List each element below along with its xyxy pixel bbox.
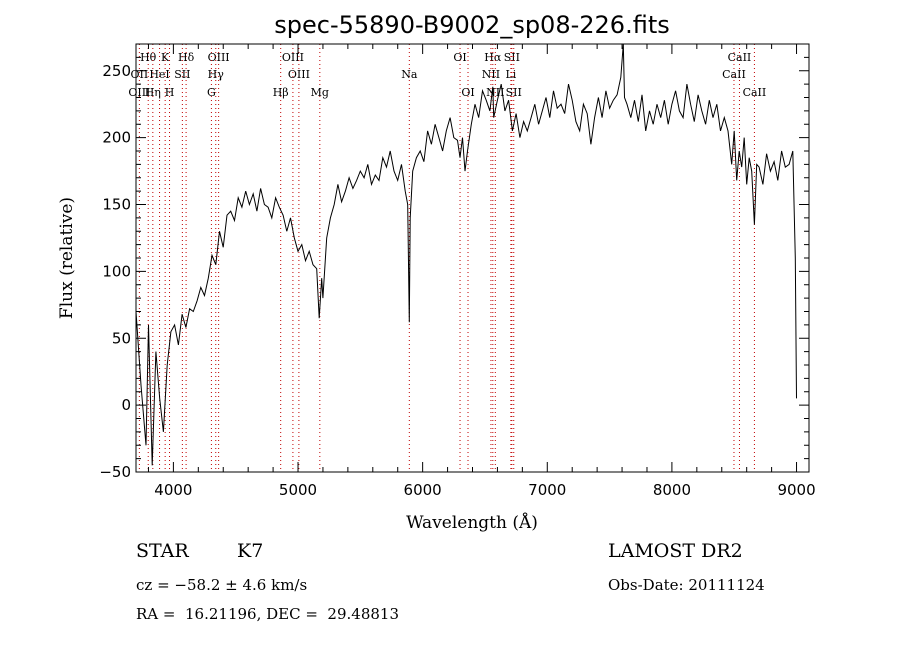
line-label: Li [505, 68, 516, 81]
line-label: OI [461, 86, 474, 99]
line-label: SII [174, 68, 190, 81]
line-label: H [165, 86, 175, 99]
object-subclass: K7 [237, 540, 264, 562]
line-label: SII [504, 51, 520, 64]
line-label: Hβ [273, 86, 289, 99]
line-label: Hθ [140, 51, 157, 64]
x-tick-label: 8000 [653, 481, 691, 499]
axis-ticks: 4000 5000 6000 7000 8000 9000 −50 0 50 100 150 200 2… [99, 43, 816, 499]
x-tick-label: 9000 [777, 481, 815, 499]
observation-date: Obs-Date: 20111124 [608, 576, 765, 594]
line-label: CaII [722, 68, 746, 81]
line-label: OII [131, 68, 149, 81]
line-label: Hα [484, 51, 502, 64]
line-label: Hδ [178, 51, 195, 64]
x-tick-label: 5000 [279, 481, 317, 499]
line-label: OIII [208, 51, 230, 64]
line-label: G [207, 86, 216, 99]
x-axis-label: Wavelength (Å) [406, 512, 538, 533]
y-tick-label: 150 [102, 196, 131, 214]
line-label: HeI [149, 68, 169, 81]
y-tick-label: 0 [121, 396, 131, 414]
line-label: Hγ [208, 68, 225, 81]
line-label: Na [401, 68, 418, 81]
line-label: OIII [282, 51, 304, 64]
chart-title: spec-55890-B9002_sp08-226.fits [274, 11, 669, 39]
x-tick-label: 4000 [154, 481, 192, 499]
sky-coordinates: RA = 16.21196, DEC = 29.48813 [136, 605, 400, 623]
line-label: Hη [145, 86, 161, 99]
x-tick-label: 6000 [404, 481, 442, 499]
y-axis-label: Flux (relative) [57, 197, 77, 319]
line-label: OIII [288, 68, 310, 81]
line-label: K [161, 51, 170, 64]
x-tick-label: 7000 [528, 481, 566, 499]
line-label: SII [506, 86, 522, 99]
y-tick-label: −50 [99, 463, 131, 481]
line-label: CaII [728, 51, 752, 64]
y-tick-label: 250 [102, 62, 131, 80]
line-label: Mg [311, 86, 329, 99]
spectrum-series-line [135, 43, 797, 466]
object-class: STAR [136, 540, 189, 562]
y-tick-label: 50 [112, 329, 131, 347]
redshift-velocity: cz = −58.2 ± 4.6 km/s [136, 576, 308, 594]
line-label: NII [482, 68, 500, 81]
survey-name: LAMOST DR2 [608, 540, 743, 562]
y-tick-label: 200 [102, 129, 131, 147]
line-label: CaII [743, 86, 767, 99]
line-label: OIII [128, 86, 150, 99]
line-label: OI [453, 51, 466, 64]
y-tick-label: 100 [102, 262, 131, 280]
